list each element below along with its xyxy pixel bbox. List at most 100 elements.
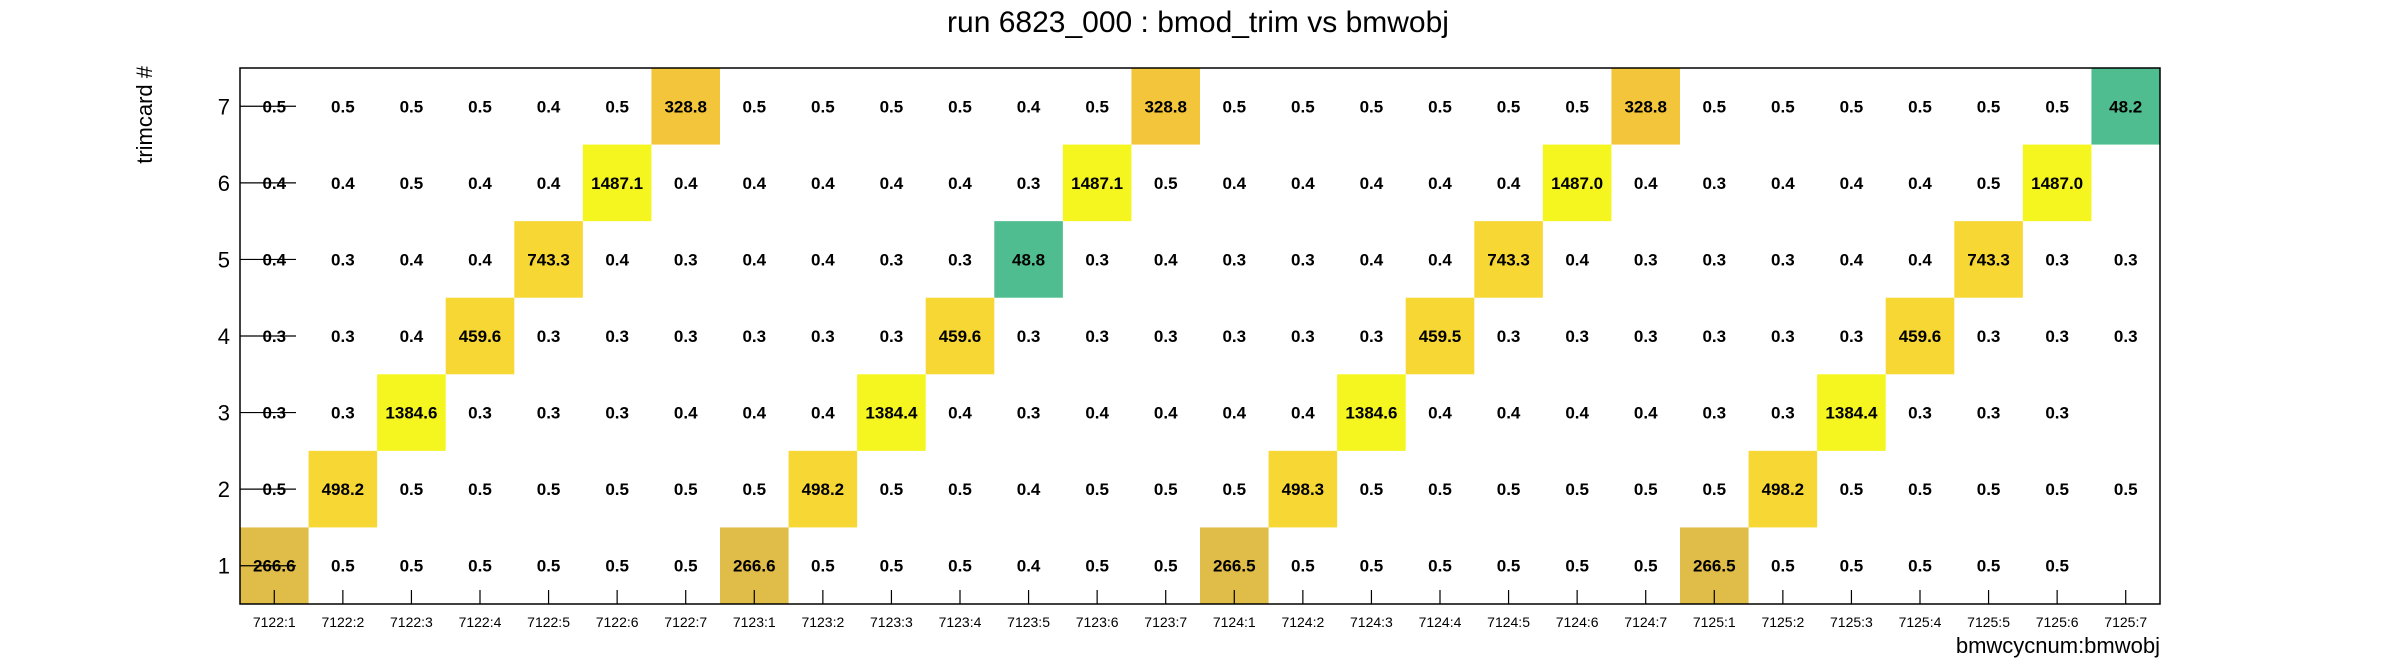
cell-value-label: 0.5 [1154, 174, 1178, 193]
cell-value-label: 0.5 [1291, 97, 1315, 116]
cell-value-label: 0.4 [1908, 174, 1932, 193]
cell-value-label: 0.3 [880, 327, 904, 346]
cell-value-label: 743.3 [1487, 250, 1530, 269]
cell-value-label: 0.4 [400, 327, 424, 346]
cell-value-label: 0.3 [1771, 250, 1795, 269]
cell-value-label: 0.5 [605, 97, 629, 116]
cell-value-label: 0.3 [1017, 327, 1041, 346]
cell-value-label: 0.3 [674, 250, 698, 269]
cell-value-label: 0.4 [1222, 404, 1246, 423]
cell-value-label: 0.5 [1428, 97, 1452, 116]
cell-value-label: 0.4 [674, 174, 698, 193]
cell-value-label: 0.5 [880, 557, 904, 576]
heatmap-cell [994, 221, 1063, 298]
x-axis-title: bmwcycnum:bmwobj [1956, 633, 2160, 658]
x-tick-label: 7122:3 [390, 614, 433, 630]
x-tick-label: 7123:4 [939, 614, 982, 630]
cell-value-label: 0.3 [1154, 327, 1178, 346]
cell-value-label: 0.5 [400, 557, 424, 576]
cell-value-label: 0.4 [1634, 404, 1658, 423]
cell-value-label: 0.4 [1840, 174, 1864, 193]
cell-value-label: 0.4 [1291, 174, 1315, 193]
cell-value-label: 0.5 [1977, 174, 2001, 193]
cell-value-label: 0.4 [1497, 404, 1521, 423]
heatmap-cell [1268, 450, 1338, 528]
cell-value-label: 0.5 [742, 480, 766, 499]
cell-value-label: 0.5 [1497, 97, 1521, 116]
x-tick-label: 7122:5 [527, 614, 570, 630]
cell-value-label: 0.3 [1222, 250, 1246, 269]
cell-value-label: 0.4 [1840, 250, 1864, 269]
heatmap-cell-labels: 266.6 0.5 0.5 0.5 0.5 0.5 0.5 266.6 0.5 0.5 0.5 0.4… [253, 97, 2142, 575]
cell-value-label: 0.5 [1702, 480, 1726, 499]
cell-value-label: 0.5 [1360, 557, 1384, 576]
chart-title: run 6823_000 : bmod_trim vs bmwobj [947, 6, 1449, 39]
cell-value-label: 0.5 [2045, 557, 2069, 576]
cell-value-label: 0.5 [948, 557, 972, 576]
cell-value-label: 0.4 [674, 404, 698, 423]
cell-value-label: 0.5 [1908, 97, 1932, 116]
heatmap-cell [857, 374, 926, 451]
cell-value-label: 328.8 [1144, 97, 1187, 116]
cell-value-label: 0.4 [1017, 480, 1041, 499]
cell-value-label: 0.3 [1702, 174, 1726, 193]
y-tick-label: 3 [218, 401, 230, 426]
cell-value-label: 0.4 [1017, 97, 1041, 116]
cell-value-label: 0.4 [880, 174, 904, 193]
x-tick-label: 7125:1 [1693, 614, 1736, 630]
heatmap-cell [2022, 144, 2092, 222]
cell-value-label: 0.3 [1017, 404, 1041, 423]
cell-value-label: 0.5 [1634, 557, 1658, 576]
cell-value-label: 0.5 [331, 557, 355, 576]
cell-value-label: 0.5 [2114, 480, 2138, 499]
cell-value-label: 0.3 [1771, 327, 1795, 346]
heatmap-cell [1885, 297, 1955, 375]
heatmap-cell [1131, 68, 1200, 145]
heatmap-cell [925, 297, 995, 375]
cell-value-label: 0.4 [1565, 404, 1589, 423]
cell-value-label: 0.3 [1634, 250, 1658, 269]
cell-value-label: 0.4 [1291, 404, 1315, 423]
cell-value-label: 0.3 [811, 327, 835, 346]
y-tick-label: 7 [218, 94, 230, 119]
cell-value-label: 0.5 [1360, 480, 1384, 499]
x-tick-label: 7125:6 [2036, 614, 2079, 630]
cell-value-label: 0.3 [1977, 327, 2001, 346]
heatmap-axes: 7122:1 7122:2 7122:3 7122:4 7122:5 7122:6 7122… [218, 94, 2148, 630]
x-tick-label: 7125:3 [1830, 614, 1873, 630]
cell-value-label: 0.4 [811, 174, 835, 193]
cell-value-label: 0.4 [1908, 250, 1932, 269]
x-tick-label: 7122:1 [253, 614, 296, 630]
cell-value-label: 0.3 [331, 404, 355, 423]
cell-value-label: 0.4 [811, 250, 835, 269]
cell-value-label: 48.8 [1012, 250, 1045, 269]
cell-value-label: 0.5 [537, 480, 561, 499]
cell-value-label: 0.3 [2045, 327, 2069, 346]
cell-value-label: 0.3 [331, 327, 355, 346]
x-tick-label: 7124:6 [1556, 614, 1599, 630]
cell-value-label: 0.3 [2114, 250, 2138, 269]
cell-value-label: 0.5 [1977, 557, 2001, 576]
cell-value-label: 0.5 [605, 557, 629, 576]
cell-value-label: 0.3 [468, 404, 492, 423]
cell-value-label: 0.4 [742, 174, 766, 193]
heatmap-cell [1954, 221, 2023, 298]
cell-value-label: 0.4 [1222, 174, 1246, 193]
cell-value-label: 0.3 [1085, 250, 1109, 269]
x-tick-label: 7125:7 [2104, 614, 2147, 630]
heatmap-cell [582, 144, 652, 222]
cell-value-label: 0.5 [537, 557, 561, 576]
cell-value-label: 0.3 [1360, 327, 1384, 346]
cell-value-label: 0.5 [1497, 480, 1521, 499]
cell-value-label: 328.8 [664, 97, 707, 116]
heatmap-cell [308, 450, 378, 528]
cell-value-label: 0.5 [880, 97, 904, 116]
heatmap-cell [1337, 374, 1406, 451]
heatmap-cell [377, 374, 446, 451]
cell-value-label: 0.4 [948, 404, 972, 423]
y-tick-label: 6 [218, 171, 230, 196]
x-tick-label: 7122:7 [664, 614, 707, 630]
cell-value-label: 0.5 [1154, 557, 1178, 576]
cell-value-label: 0.5 [2045, 97, 2069, 116]
cell-value-label: 48.2 [2109, 97, 2142, 116]
